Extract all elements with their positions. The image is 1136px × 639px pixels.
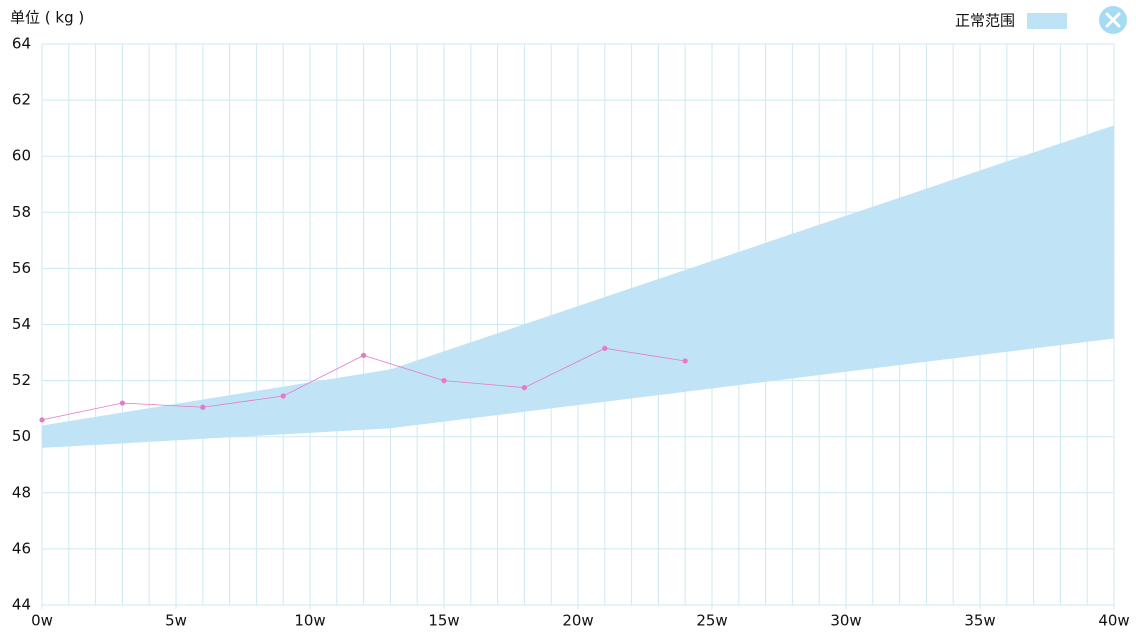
weight-point <box>441 378 447 384</box>
x-tick-label: 30w <box>830 612 861 630</box>
x-tick-label: 35w <box>964 612 995 630</box>
y-tick-label: 64 <box>12 35 31 53</box>
weight-point <box>200 404 206 410</box>
x-tick-label: 5w <box>165 612 187 630</box>
y-tick-label: 46 <box>12 539 31 557</box>
weight-point <box>280 393 286 399</box>
x-tick-label: 40w <box>1098 612 1129 630</box>
x-tick-label: 25w <box>696 612 727 630</box>
legend-label: 正常范围 <box>955 12 1015 30</box>
y-tick-label: 60 <box>12 147 31 165</box>
weight-point <box>119 400 125 406</box>
weight-point <box>39 417 45 423</box>
y-tick-label: 52 <box>12 371 31 389</box>
y-axis-label: 单位 ( kg ) <box>10 9 84 27</box>
weight-point <box>361 352 367 358</box>
y-tick-label: 56 <box>12 259 31 277</box>
weight-point <box>521 385 528 391</box>
legend-swatch <box>1027 13 1067 29</box>
weight-point <box>682 358 688 364</box>
x-tick-label: 10w <box>294 612 325 630</box>
x-tick-label: 15w <box>428 612 459 630</box>
normal-range-band <box>42 125 1114 448</box>
close-icon[interactable] <box>1105 12 1121 28</box>
weight-point <box>602 345 608 351</box>
y-tick-label: 48 <box>12 483 31 501</box>
y-tick-label: 62 <box>12 91 31 109</box>
x-tick-label: 0w <box>31 612 53 630</box>
close-button[interactable] <box>1099 6 1127 34</box>
y-tick-label: 50 <box>12 427 31 445</box>
y-tick-label: 44 <box>12 596 31 614</box>
y-tick-label: 54 <box>12 315 31 333</box>
x-tick-label: 20w <box>562 612 593 630</box>
y-tick-label: 58 <box>12 203 31 221</box>
